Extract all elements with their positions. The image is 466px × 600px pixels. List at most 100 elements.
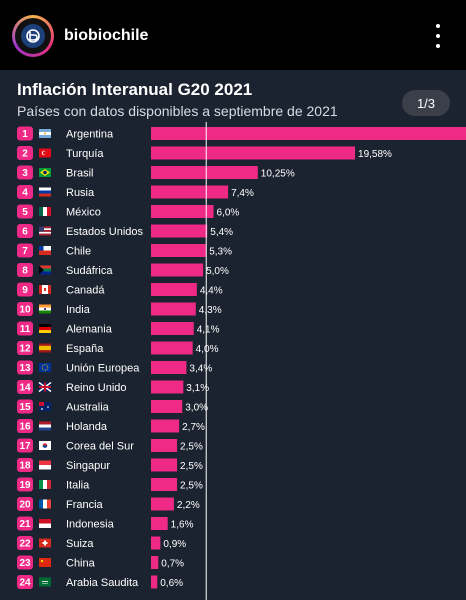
data-label: 10,25% — [261, 169, 295, 180]
bar — [151, 497, 174, 511]
data-label: 2,5% — [180, 481, 203, 492]
country-label: China — [66, 558, 96, 570]
biobiochile-logo-icon — [21, 24, 45, 48]
rank-number: 14 — [19, 383, 31, 394]
country-label: India — [66, 304, 91, 316]
chart-row: 23 China 0,7% — [17, 555, 184, 570]
country-label: Unión Europea — [66, 363, 140, 375]
rank-number: 13 — [19, 363, 31, 374]
rank-badge — [17, 146, 33, 160]
flag-brazil-icon — [39, 168, 51, 177]
chart-row: 10 India 4,3% — [17, 302, 222, 316]
country-label: Argentina — [66, 129, 114, 141]
rank-badge — [17, 360, 33, 375]
rank-badge — [17, 555, 33, 570]
rank-number: 11 — [20, 324, 31, 335]
bar — [151, 341, 193, 355]
more-options-icon[interactable] — [430, 22, 446, 50]
account-name[interactable]: biobiochile — [64, 27, 149, 44]
country-label: Estados Unidos — [66, 226, 144, 238]
rank-number: 12 — [19, 344, 31, 355]
rank-badge — [17, 185, 33, 199]
flag-singapore-icon — [39, 460, 51, 470]
flag-germany-icon — [39, 324, 51, 333]
flag-saudi-arabia-icon — [39, 577, 51, 587]
rank-number: 19 — [19, 480, 31, 491]
flag-italy-icon — [39, 480, 51, 489]
flag-mexico-icon — [39, 207, 51, 216]
bar — [151, 283, 197, 296]
rank-number: 2 — [22, 149, 28, 160]
carousel-counter: 1/3 — [402, 90, 450, 116]
country-label: Holanda — [66, 421, 108, 433]
chart-row: 14 Reino Unido 3,1% — [17, 380, 209, 394]
chart-row: 21 Indonesia 1,6% — [17, 516, 194, 531]
country-label: Canadá — [66, 285, 105, 297]
data-label: 6,0% — [217, 208, 240, 219]
flag-chile-icon — [39, 246, 51, 255]
data-label: 7,4% — [231, 188, 254, 199]
bar — [151, 556, 159, 569]
country-label: España — [66, 343, 104, 355]
country-label: Suiza — [66, 538, 94, 550]
rank-number: 22 — [19, 539, 31, 550]
rank-badge — [17, 516, 33, 531]
chart-row: 4 Rusia 7,4% — [17, 185, 254, 199]
data-label: 0,7% — [161, 559, 184, 570]
rank-badge — [17, 302, 33, 316]
rank-badge — [17, 341, 33, 355]
rank-badge — [17, 204, 33, 219]
flag-south-africa-icon — [39, 265, 51, 275]
flag-uk-icon — [38, 381, 52, 393]
rank-number: 20 — [19, 500, 31, 511]
rank-badge — [17, 282, 33, 297]
flag-india-icon — [39, 304, 51, 314]
rank-number: 18 — [19, 461, 31, 472]
rank-number: 1 — [22, 129, 28, 140]
chart-row: 13 Unión Europea 3,4% — [17, 360, 212, 375]
data-label: 3,4% — [189, 364, 212, 375]
rank-number: 8 — [22, 266, 28, 277]
data-label: 19,58% — [358, 149, 392, 160]
bar — [151, 166, 258, 179]
rank-number: 23 — [19, 558, 31, 569]
country-label: Indonesia — [66, 519, 115, 531]
data-label: 4,4% — [200, 286, 223, 297]
post-header: biobiochile — [0, 0, 466, 70]
rank-badge — [17, 126, 33, 141]
chart-row: 17 Corea del Sur 2,5% — [17, 438, 203, 453]
bar — [151, 185, 229, 199]
flag-china-icon — [39, 558, 51, 567]
rank-badge — [17, 536, 33, 550]
chart-title: Inflación Interanual G20 2021 — [17, 80, 253, 99]
flag-australia-icon — [39, 402, 51, 411]
data-label: 5,0% — [206, 266, 229, 277]
flag-turkey-icon — [39, 148, 51, 158]
data-label: 4,1% — [197, 325, 220, 336]
chart-row: 16 Holanda 2,7% — [17, 419, 205, 433]
rank-badge — [17, 165, 33, 180]
data-label: 3,0% — [185, 403, 208, 414]
rank-number: 16 — [19, 422, 31, 433]
rank-badge — [17, 458, 33, 472]
bar — [151, 517, 168, 530]
data-label: 5,4% — [210, 227, 233, 238]
bar — [151, 146, 356, 160]
bar — [151, 322, 194, 335]
bar — [151, 244, 207, 257]
country-label: Francia — [66, 499, 104, 511]
bar — [151, 458, 178, 472]
country-label: Turquía — [66, 148, 104, 160]
flag-switzerland-icon — [39, 538, 51, 548]
rank-badge — [17, 224, 33, 238]
rank-number: 17 — [19, 441, 31, 452]
chart-row: 6 Estados Unidos 5,4% — [17, 224, 233, 238]
country-label: Singapur — [66, 460, 110, 472]
country-label: Corea del Sur — [66, 441, 134, 453]
avatar[interactable] — [12, 15, 54, 57]
flag-usa-icon — [39, 226, 51, 236]
rank-number: 6 — [22, 227, 28, 238]
flag-eu-icon — [39, 363, 51, 372]
bar — [151, 419, 180, 433]
